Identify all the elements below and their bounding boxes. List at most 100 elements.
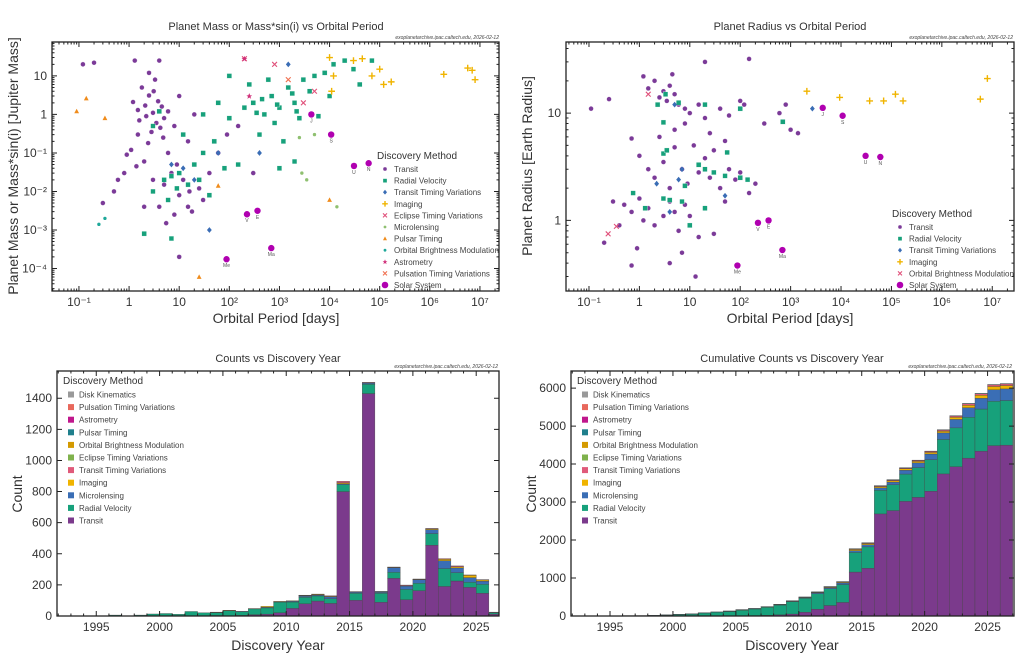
source-note: exoplanetarchive.ipac.caltech.edu, 2026-… xyxy=(908,364,1012,370)
point-radial-velocity xyxy=(200,111,206,117)
solar-system-label: U xyxy=(864,160,868,166)
legend-swatch xyxy=(582,416,588,423)
bar-segment-radial-velocity xyxy=(298,597,312,604)
point-solar-system xyxy=(223,256,230,263)
bar-segment-radial-velocity xyxy=(848,552,862,573)
point-radial-velocity xyxy=(274,102,280,108)
point-transit xyxy=(235,123,241,129)
legend-label: Pulsar Timing xyxy=(79,428,127,437)
point-transit xyxy=(163,220,169,226)
legend-label: Imaging xyxy=(909,258,937,267)
point-transit xyxy=(601,240,607,246)
x-tick-label: 2020 xyxy=(911,620,938,634)
bar-segment-imaging xyxy=(924,452,938,455)
point-transit xyxy=(152,77,158,83)
point-radial-velocity xyxy=(291,158,298,165)
x-tick-label: 10⁶ xyxy=(421,295,439,309)
point-transit xyxy=(142,103,148,109)
legend-marker xyxy=(898,247,902,253)
legend-item-imaging: Imaging xyxy=(582,479,621,488)
bar-segment-transit xyxy=(450,580,464,617)
point-radial-velocity xyxy=(679,198,685,205)
point-radial-velocity xyxy=(737,175,743,181)
point-transit-timing-variations xyxy=(654,180,660,187)
point-transit xyxy=(191,111,197,117)
point-transit xyxy=(150,110,156,116)
point-radial-velocity xyxy=(311,73,318,79)
legend-item-eclipse-timing-variations: Eclipse Timing Variations xyxy=(68,454,168,463)
point-astrometry xyxy=(241,55,248,62)
legend-label: Eclipse Timing Variations xyxy=(79,454,168,463)
legend-item-astrometry: Astrometry xyxy=(68,416,118,425)
bar-segment-transit xyxy=(874,513,888,617)
legend-swatch xyxy=(582,517,588,524)
bar-segment-microlensing xyxy=(412,579,426,584)
legend-label: Transit xyxy=(909,223,934,232)
source-note: exoplanetarchive.ipac.caltech.edu, 2026-… xyxy=(395,35,499,41)
y-tick-label: 4000 xyxy=(539,457,566,471)
y-tick-label: 6000 xyxy=(539,381,566,395)
legend-item-microlensing: Microlensing xyxy=(582,491,638,500)
solar-system-label: N xyxy=(879,161,883,167)
point-transit xyxy=(160,135,166,141)
point-solar-system xyxy=(308,111,315,118)
point-radial-velocity xyxy=(161,177,167,183)
point-imaging xyxy=(328,87,336,95)
x-tick-label: 10⁷ xyxy=(983,295,1001,309)
point-radial-velocity xyxy=(156,108,162,114)
bar-segment-transit xyxy=(349,600,363,617)
point-transit xyxy=(629,262,635,269)
bar-segment-transit-timing-variations xyxy=(450,565,464,567)
point-transit xyxy=(141,204,147,210)
point-radial-velocity xyxy=(261,111,267,117)
legend-marker xyxy=(383,236,387,241)
legend-marker xyxy=(897,259,903,265)
point-radial-velocity xyxy=(780,119,786,125)
x-tick-label: 2005 xyxy=(210,620,237,634)
legend-label: Astrometry xyxy=(593,416,632,425)
mass-vs-period-chart: Planet Mass or Mass*sin(i) vs Orbital Pe… xyxy=(5,21,500,326)
point-transit xyxy=(645,85,651,91)
bar-segment-microlensing xyxy=(425,529,439,534)
legend-item-imaging: Imaging xyxy=(897,258,937,267)
point-transit xyxy=(672,91,678,97)
point-transit xyxy=(741,102,747,108)
y-tick-label: 400 xyxy=(32,547,52,561)
legend-label: Pulsar Timing xyxy=(593,428,641,437)
counts-vs-year-chart: Counts vs Discovery Year exoplanetarchiv… xyxy=(9,353,500,653)
point-transit xyxy=(176,93,182,99)
point-transit xyxy=(174,161,180,168)
x-tick-label: 10⁴ xyxy=(320,295,339,309)
point-transit xyxy=(133,163,139,169)
bar-segment-radial-velocity xyxy=(949,427,963,467)
bar-segment-radial-velocity xyxy=(974,408,988,452)
point-solar-system xyxy=(877,153,884,161)
point-radial-velocity xyxy=(342,58,348,64)
point-transit xyxy=(656,134,663,140)
legend-label: Orbital Brightness Modulation xyxy=(909,269,1014,278)
point-transit xyxy=(610,198,616,205)
solar-system-label: S xyxy=(841,120,845,126)
point-transit-timing-variations xyxy=(257,150,262,156)
point-transit xyxy=(696,169,702,175)
x-tick-label: 10 xyxy=(173,295,187,309)
solar-system-label: J xyxy=(310,118,313,124)
bar-segment-microlensing xyxy=(962,407,976,418)
point-imaging xyxy=(358,55,366,63)
legend-swatch xyxy=(68,441,74,448)
bar-segment-microlensing xyxy=(924,453,938,460)
legend-label: Pulsation Timing Variations xyxy=(593,403,689,412)
point-imaging xyxy=(984,75,991,82)
legend-label: Pulsation Timing Variations xyxy=(79,403,175,412)
point-transit xyxy=(111,188,117,195)
legend-item-eclipse-timing-variations: Eclipse Timing Variations xyxy=(382,211,483,220)
bar-segment-radial-velocity xyxy=(786,601,799,615)
point-transit xyxy=(156,204,162,210)
bar-segment-imaging xyxy=(962,405,976,408)
point-solar-system xyxy=(350,162,358,170)
bar-segment-radial-velocity xyxy=(210,612,224,616)
bar-segment-microlensing xyxy=(874,487,888,491)
point-transit-timing-variations xyxy=(667,209,673,215)
point-solar-system xyxy=(254,207,261,214)
point-orbital-brightness-modulation xyxy=(613,223,620,230)
